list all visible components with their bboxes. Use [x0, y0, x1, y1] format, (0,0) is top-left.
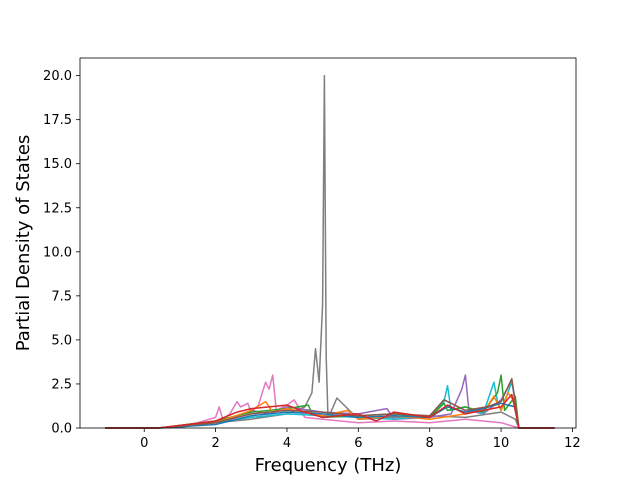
y-tick-label: 0.0 — [51, 422, 72, 437]
axis-ticks: 0 2 4 6 8 10 12 0.0 2.5 5.0 7.5 10.0 12.5 15.0 17.5 20.… — [43, 69, 581, 451]
x-tick-label: 8 — [426, 436, 434, 451]
y-tick-label: 17.5 — [43, 113, 72, 128]
series-line-2 — [105, 374, 555, 429]
series-line-9 — [105, 393, 555, 429]
plot-area — [105, 74, 555, 429]
series-line-4 — [105, 381, 555, 429]
x-tick-label: 0 — [140, 436, 148, 451]
x-tick-label: 6 — [354, 436, 362, 451]
x-tick-label: 12 — [564, 436, 581, 451]
y-tick-label: 2.5 — [51, 377, 72, 392]
series-line-7 — [105, 402, 555, 429]
x-tick-label: 10 — [493, 436, 510, 451]
series-line-1 — [105, 74, 555, 429]
y-tick-label: 12.5 — [43, 201, 72, 216]
x-tick-label: 4 — [283, 436, 291, 451]
y-tick-label: 5.0 — [51, 333, 72, 348]
plot-frame — [79, 57, 577, 429]
y-tick-label: 15.0 — [43, 157, 72, 172]
y-tick-label: 20.0 — [43, 69, 72, 84]
x-tick-label: 2 — [211, 436, 219, 451]
y-axis-label: Partial Density of States — [13, 135, 34, 352]
y-tick-label: 7.5 — [51, 289, 72, 304]
x-axis-label: Frequency (THz) — [255, 455, 402, 476]
y-tick-label: 10.0 — [43, 245, 72, 260]
